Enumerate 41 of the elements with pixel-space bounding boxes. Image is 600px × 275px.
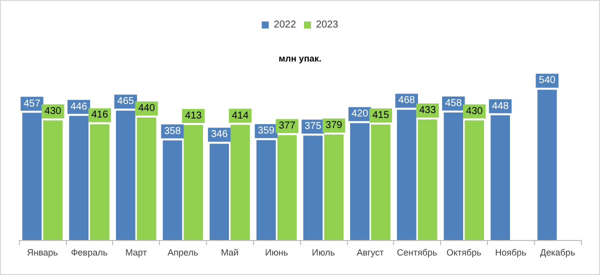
data-label: 430	[44, 106, 62, 117]
data-label: 346	[210, 129, 228, 140]
data-label: 379	[326, 120, 343, 132]
data-label: 416	[91, 110, 108, 121]
x-tick-label: Январь	[26, 248, 58, 258]
x-tick-label: Октябрь	[446, 248, 482, 258]
data-label: 358	[164, 126, 182, 137]
data-label: 468	[398, 95, 416, 106]
x-tick-label: Сентябрь	[396, 248, 438, 258]
data-label: 375	[304, 121, 322, 132]
data-label: 420	[351, 108, 369, 120]
x-tick-label: Февраль	[70, 248, 108, 258]
bar	[444, 112, 464, 240]
x-tick-label: Ноябрь	[495, 248, 527, 258]
data-label: 430	[466, 106, 484, 117]
data-label: 448	[492, 100, 510, 112]
x-tick-label: Июнь	[265, 248, 288, 258]
data-label: 377	[278, 120, 296, 132]
data-label: 540	[538, 75, 556, 86]
data-label: 413	[185, 110, 202, 122]
x-tick-label: Март	[125, 248, 147, 258]
x-tick-label: Декабрь	[540, 248, 576, 258]
data-label: 433	[419, 104, 436, 116]
x-tick-label: Август	[356, 248, 384, 258]
bar	[136, 118, 156, 240]
data-label: 458	[445, 98, 462, 110]
legend-label: 2023	[316, 20, 339, 30]
x-tick-label: Апрель	[168, 248, 198, 258]
data-label: 446	[70, 101, 88, 112]
bar	[184, 125, 204, 240]
legend-label: 2022	[274, 20, 296, 30]
data-label: 465	[117, 96, 134, 108]
x-tick-label: Июль	[312, 248, 336, 258]
x-tick-label: Май	[220, 248, 239, 258]
data-label: 414	[232, 110, 249, 122]
chart-title: млн упак.	[278, 54, 322, 64]
data-label: 440	[138, 103, 156, 114]
bar	[324, 134, 344, 240]
data-label: 359	[258, 126, 275, 137]
data-label: 415	[372, 110, 390, 121]
data-label: 457	[24, 98, 41, 110]
